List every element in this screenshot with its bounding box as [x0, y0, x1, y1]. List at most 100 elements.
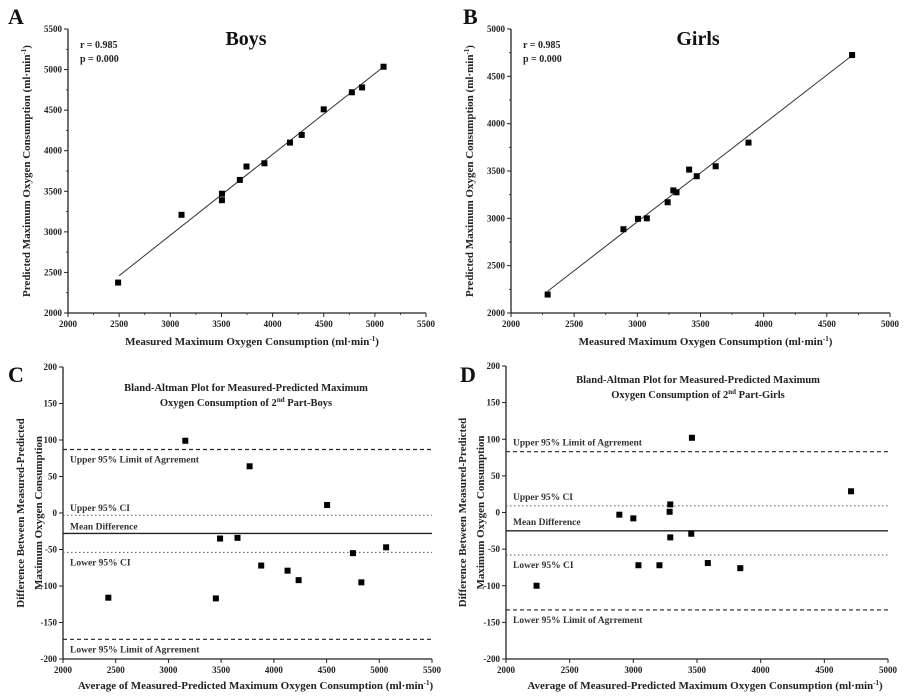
data-point [320, 106, 327, 113]
x-tick-label: 3500 [212, 319, 231, 329]
data-point [295, 577, 302, 584]
stat-annotation: r = 0.985 [80, 40, 117, 51]
data-point [358, 579, 365, 586]
x-tick-label: 3500 [212, 665, 231, 675]
data-point [212, 595, 219, 602]
panel-a: A 2000 2500 3000 3500 4000 4500 5000 5500 2000 250… [8, 4, 436, 348]
data-point [704, 560, 711, 567]
chart-title: Oxygen Consumption of 2nd Part-Girls [611, 388, 784, 401]
y-axis-label: Predicted Maximum Oxygen Consumption (ml… [463, 45, 476, 297]
chart-title: Bland-Altman Plot for Measured-Predicted… [576, 375, 820, 386]
data-point [616, 511, 623, 518]
regression-line [118, 66, 384, 277]
panel-b: B 2000 2500 3000 3500 4000 4500 5000 2000 2500 300… [463, 4, 900, 348]
x-axis-label: Measured Maximum Oxygen Consumption (ml·… [579, 335, 833, 348]
reference-line-label: Lower 95% CI [70, 558, 131, 568]
data-point [178, 211, 185, 218]
y-axis-label: Predicted Maximum Oxygen Consumption (ml… [20, 45, 33, 297]
data-point [105, 594, 112, 601]
x-tick-label: 2500 [107, 665, 126, 675]
data-point [234, 534, 241, 541]
y-tick-label: 4500 [44, 105, 63, 115]
y-tick-label: 2500 [487, 261, 506, 271]
data-point [670, 187, 677, 194]
x-tick-label: 2500 [561, 665, 580, 675]
x-tick-label: 4500 [315, 319, 334, 329]
data-point [544, 291, 551, 298]
data-point [533, 582, 540, 589]
data-point [286, 139, 293, 146]
x-tick-label: 2000 [59, 319, 78, 329]
data-point [666, 508, 673, 515]
x-tick-label: 5000 [370, 665, 389, 675]
data-point [688, 530, 695, 537]
y-tick-label: 3500 [487, 166, 506, 176]
x-tick-label: 3000 [159, 665, 178, 675]
x-tick-label: 3500 [692, 319, 711, 329]
reference-line-label: Mean Difference [70, 522, 138, 532]
y-axis-label: Difference Between Measured-Predicted [15, 418, 27, 607]
y-tick-label: 2500 [44, 267, 63, 277]
x-tick-label: 5000 [879, 665, 898, 675]
x-tick-label: 3000 [628, 319, 647, 329]
y-tick-label: 50 [491, 471, 501, 481]
data-point [656, 562, 663, 569]
x-tick-label: 2000 [54, 665, 73, 675]
data-point [246, 463, 253, 470]
reference-line-label: Upper 95% Limit of Agrrement [513, 439, 643, 449]
data-point [643, 215, 650, 222]
chart-title: Boys [225, 28, 266, 50]
x-tick-label: 3000 [161, 319, 180, 329]
y-tick-label: 100 [487, 434, 501, 444]
data-point [620, 226, 627, 233]
y-tick-label: 5000 [44, 65, 63, 75]
data-point [383, 544, 390, 551]
data-point [359, 84, 366, 91]
x-tick-label: 5000 [881, 319, 900, 329]
reference-line-label: Upper 95% Limit of Agrrement [70, 455, 200, 465]
data-point [693, 173, 700, 180]
x-tick-label: 3500 [688, 665, 707, 675]
stat-annotation: p = 0.000 [80, 54, 119, 65]
data-point [261, 160, 268, 167]
y-tick-label: -150 [41, 618, 58, 628]
reference-line-label: Lower 95% Limit of Agrrement [70, 645, 200, 655]
y-tick-label: 3000 [487, 213, 506, 223]
chart-title: Girls [676, 28, 720, 50]
y-tick-label: -150 [484, 617, 501, 627]
panel-letter: B [463, 4, 478, 29]
y-tick-label: 4000 [487, 119, 506, 129]
data-point [664, 199, 671, 206]
y-tick-label: -50 [488, 544, 500, 554]
data-point [218, 190, 225, 197]
reference-line-label: Lower 95% CI [513, 561, 574, 571]
data-point [667, 501, 674, 508]
data-point [115, 279, 122, 286]
y-axis-label: Difference Between Measured-Predicted [457, 418, 469, 607]
y-tick-label: 2000 [44, 308, 63, 318]
y-tick-label: 4500 [487, 71, 506, 81]
x-tick-label: 4000 [752, 665, 771, 675]
y-tick-label: -100 [484, 581, 501, 591]
data-point [218, 197, 225, 204]
data-point [667, 534, 674, 541]
stat-annotation: r = 0.985 [523, 40, 560, 51]
x-tick-label: 4500 [818, 319, 837, 329]
data-point [324, 501, 331, 508]
data-point [630, 515, 637, 522]
x-axis-label: Average of Measured-Predicted Maximum Ox… [78, 679, 434, 692]
y-tick-label: 200 [44, 362, 58, 372]
data-point [712, 163, 719, 170]
reference-line-label: Lower 95% Limit of Agrrement [513, 616, 643, 626]
y-tick-label: 50 [48, 472, 58, 482]
data-point [688, 434, 695, 441]
data-point [182, 437, 189, 444]
y-tick-label: -50 [45, 545, 57, 555]
data-point [849, 52, 856, 59]
x-tick-label: 3000 [624, 665, 643, 675]
data-point [298, 131, 305, 138]
x-axis-label: Measured Maximum Oxygen Consumption (ml·… [125, 335, 379, 348]
